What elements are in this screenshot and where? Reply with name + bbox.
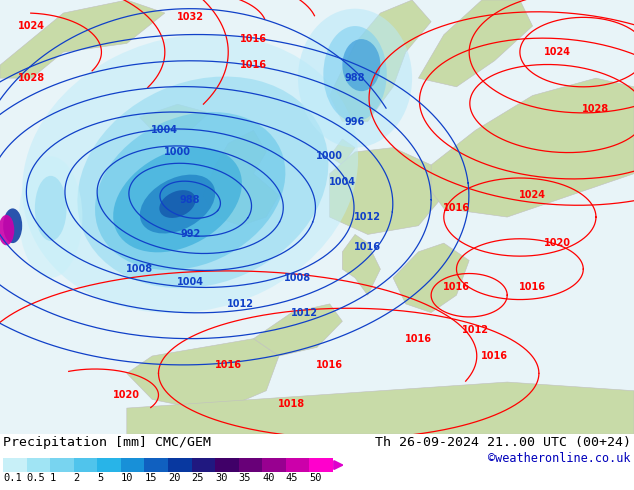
Text: 1000: 1000: [316, 151, 343, 161]
Text: 30: 30: [215, 473, 228, 483]
Bar: [168, 458, 191, 472]
Polygon shape: [0, 0, 165, 78]
Ellipse shape: [22, 34, 358, 313]
Ellipse shape: [77, 76, 328, 288]
Bar: [215, 458, 239, 472]
Text: 15: 15: [145, 473, 157, 483]
Polygon shape: [139, 104, 209, 130]
Text: 1012: 1012: [228, 299, 254, 309]
Text: 1020: 1020: [113, 390, 140, 400]
Text: 1016: 1016: [405, 334, 432, 343]
Text: Th 26-09-2024 21..00 UTC (00+24): Th 26-09-2024 21..00 UTC (00+24): [375, 436, 631, 449]
Ellipse shape: [113, 147, 242, 252]
Bar: [191, 458, 215, 472]
Polygon shape: [330, 147, 444, 234]
Text: Precipitation [mm] CMC/GEM: Precipitation [mm] CMC/GEM: [3, 436, 211, 449]
Polygon shape: [330, 0, 431, 122]
Text: 40: 40: [262, 473, 275, 483]
Text: 988: 988: [345, 73, 365, 83]
Ellipse shape: [298, 9, 412, 147]
Text: 1000: 1000: [164, 147, 191, 157]
Bar: [145, 458, 168, 472]
Ellipse shape: [323, 26, 387, 122]
Text: 988: 988: [180, 195, 200, 205]
Polygon shape: [127, 382, 634, 434]
Text: 1012: 1012: [462, 325, 489, 335]
Bar: [97, 458, 121, 472]
Polygon shape: [254, 304, 342, 356]
Polygon shape: [431, 78, 634, 217]
Text: 45: 45: [286, 473, 299, 483]
Text: 50: 50: [309, 473, 322, 483]
Text: 1016: 1016: [443, 203, 470, 213]
Polygon shape: [203, 130, 279, 226]
Ellipse shape: [159, 190, 196, 218]
Text: 0.1: 0.1: [3, 473, 22, 483]
Text: 1020: 1020: [545, 238, 571, 248]
Bar: [262, 458, 286, 472]
Ellipse shape: [95, 112, 285, 270]
Text: 1016: 1016: [354, 243, 381, 252]
Text: 1024: 1024: [545, 47, 571, 57]
Ellipse shape: [3, 208, 22, 243]
Bar: [239, 458, 262, 472]
Text: 1028: 1028: [583, 103, 609, 114]
Text: 1016: 1016: [240, 34, 267, 44]
Text: 1012: 1012: [291, 308, 318, 318]
Text: 1024: 1024: [519, 190, 546, 200]
Text: 1028: 1028: [18, 73, 45, 83]
Bar: [309, 458, 333, 472]
Polygon shape: [342, 234, 380, 295]
Text: 1: 1: [50, 473, 56, 483]
Polygon shape: [418, 0, 533, 87]
Text: 1016: 1016: [519, 282, 546, 292]
Bar: [50, 458, 74, 472]
Text: 996: 996: [345, 117, 365, 126]
Text: 1024: 1024: [18, 21, 45, 31]
Text: 1016: 1016: [240, 60, 267, 70]
Text: 1016: 1016: [481, 351, 508, 361]
Text: 1004: 1004: [329, 177, 356, 187]
Polygon shape: [393, 243, 469, 313]
Text: ©weatheronline.co.uk: ©weatheronline.co.uk: [489, 452, 631, 465]
Text: 992: 992: [180, 229, 200, 240]
Text: 1004: 1004: [177, 277, 204, 287]
Text: 20: 20: [168, 473, 181, 483]
Text: 35: 35: [239, 473, 251, 483]
Text: 1004: 1004: [152, 125, 178, 135]
Bar: [74, 458, 97, 472]
Text: 0.5: 0.5: [27, 473, 45, 483]
Text: 1032: 1032: [177, 12, 204, 23]
Bar: [27, 458, 50, 472]
Text: 1016: 1016: [215, 360, 242, 369]
Text: 5: 5: [97, 473, 103, 483]
Text: 25: 25: [191, 473, 204, 483]
Ellipse shape: [19, 156, 82, 278]
Bar: [286, 458, 309, 472]
Bar: [121, 458, 145, 472]
Ellipse shape: [140, 174, 215, 233]
Ellipse shape: [342, 39, 380, 91]
Text: 1016: 1016: [316, 360, 343, 369]
Polygon shape: [330, 139, 355, 165]
Bar: [3, 458, 27, 472]
Text: 2: 2: [74, 473, 80, 483]
Polygon shape: [127, 339, 279, 413]
Text: 1018: 1018: [278, 399, 305, 409]
Ellipse shape: [35, 176, 67, 241]
Text: 1012: 1012: [354, 212, 381, 222]
Text: 1008: 1008: [285, 273, 311, 283]
Text: 1008: 1008: [126, 264, 153, 274]
Text: 10: 10: [121, 473, 133, 483]
Ellipse shape: [0, 215, 14, 245]
Text: 1016: 1016: [443, 282, 470, 292]
